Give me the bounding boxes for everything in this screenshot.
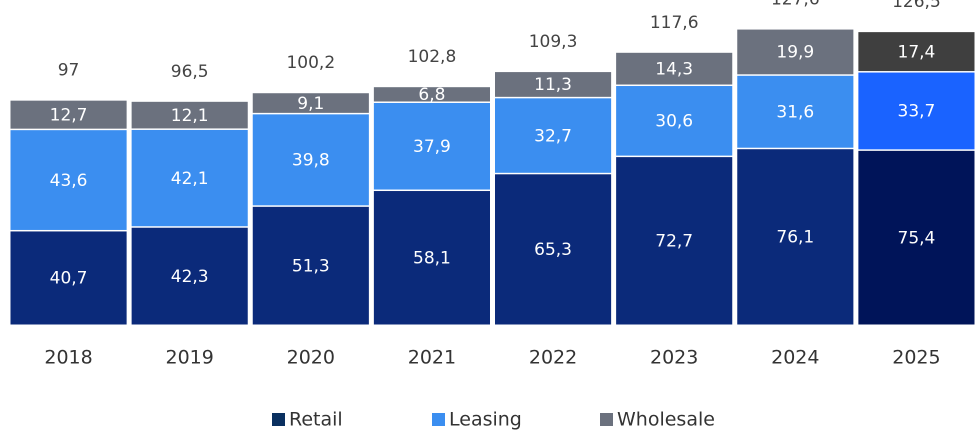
value-label: 12,7 [50,105,88,125]
value-label: 51,3 [292,256,330,276]
value-label: 11,3 [534,75,572,95]
value-label: 39,8 [292,151,330,171]
bar-segment [10,231,127,325]
bar-segment [495,72,612,97]
bar-segment [131,101,248,129]
value-label: 37,9 [413,137,451,157]
value-label: 17,4 [898,42,936,62]
bar-segment [616,86,733,156]
legend-swatch [272,413,285,426]
bar-segment [737,29,854,75]
bar-segment [737,149,854,325]
bar-segment [252,206,369,325]
legend-label: Leasing [449,409,522,431]
value-label: 58,1 [413,249,451,269]
bar-segment [495,174,612,325]
value-label: 33,7 [898,102,936,122]
value-label: 9,1 [297,94,324,114]
bar-segment [131,227,248,325]
legend-label: Retail [289,409,343,431]
value-label: 75,4 [898,228,936,248]
value-label: 40,7 [50,269,88,289]
value-label: 19,9 [776,43,814,63]
legend-swatch [600,413,613,426]
total-label: 117,6 [650,13,699,33]
total-label: 127,6 [771,0,820,10]
value-label: 72,7 [655,232,693,252]
total-label: 126,5 [892,0,941,12]
bar-segment [10,100,127,129]
value-label: 31,6 [776,103,814,123]
x-tick-label: 2019 [166,347,214,369]
bar-segment [373,87,490,102]
value-label: 42,1 [171,169,209,189]
value-label: 43,6 [50,171,88,191]
value-label: 6,8 [418,85,445,105]
bar-segment [373,102,490,190]
x-tick-label: 2023 [650,347,698,369]
bar-segment [131,129,248,227]
x-tick-label: 2021 [408,347,456,369]
bar-segment [616,52,733,85]
value-label: 42,3 [171,267,209,287]
value-label: 32,7 [534,126,572,146]
bar-segment [252,93,369,113]
bar-segment [373,191,490,325]
legend-label: Wholesale [617,409,715,431]
total-label: 109,3 [529,32,578,52]
total-label: 97 [58,61,80,81]
bar-segment [858,150,975,325]
x-tick-label: 2022 [529,347,577,369]
value-label: 65,3 [534,240,572,260]
value-label: 30,6 [655,112,693,132]
x-tick-label: 2018 [44,347,92,369]
total-label: 100,2 [286,53,335,73]
value-label: 12,1 [171,106,209,126]
bar-segment [252,114,369,206]
total-label: 102,8 [408,47,457,67]
bar-segment [495,98,612,173]
bar-segment [616,157,733,325]
x-tick-label: 2025 [892,347,940,369]
x-tick-label: 2020 [287,347,335,369]
total-label: 96,5 [171,62,209,82]
x-tick-label: 2024 [771,347,819,369]
legend-swatch [432,413,445,426]
bar-segment [10,130,127,230]
bar-segment [858,72,975,150]
bar-segment [858,32,975,72]
value-label: 14,3 [655,59,693,79]
bar-segment [737,75,854,148]
value-label: 76,1 [776,228,814,248]
